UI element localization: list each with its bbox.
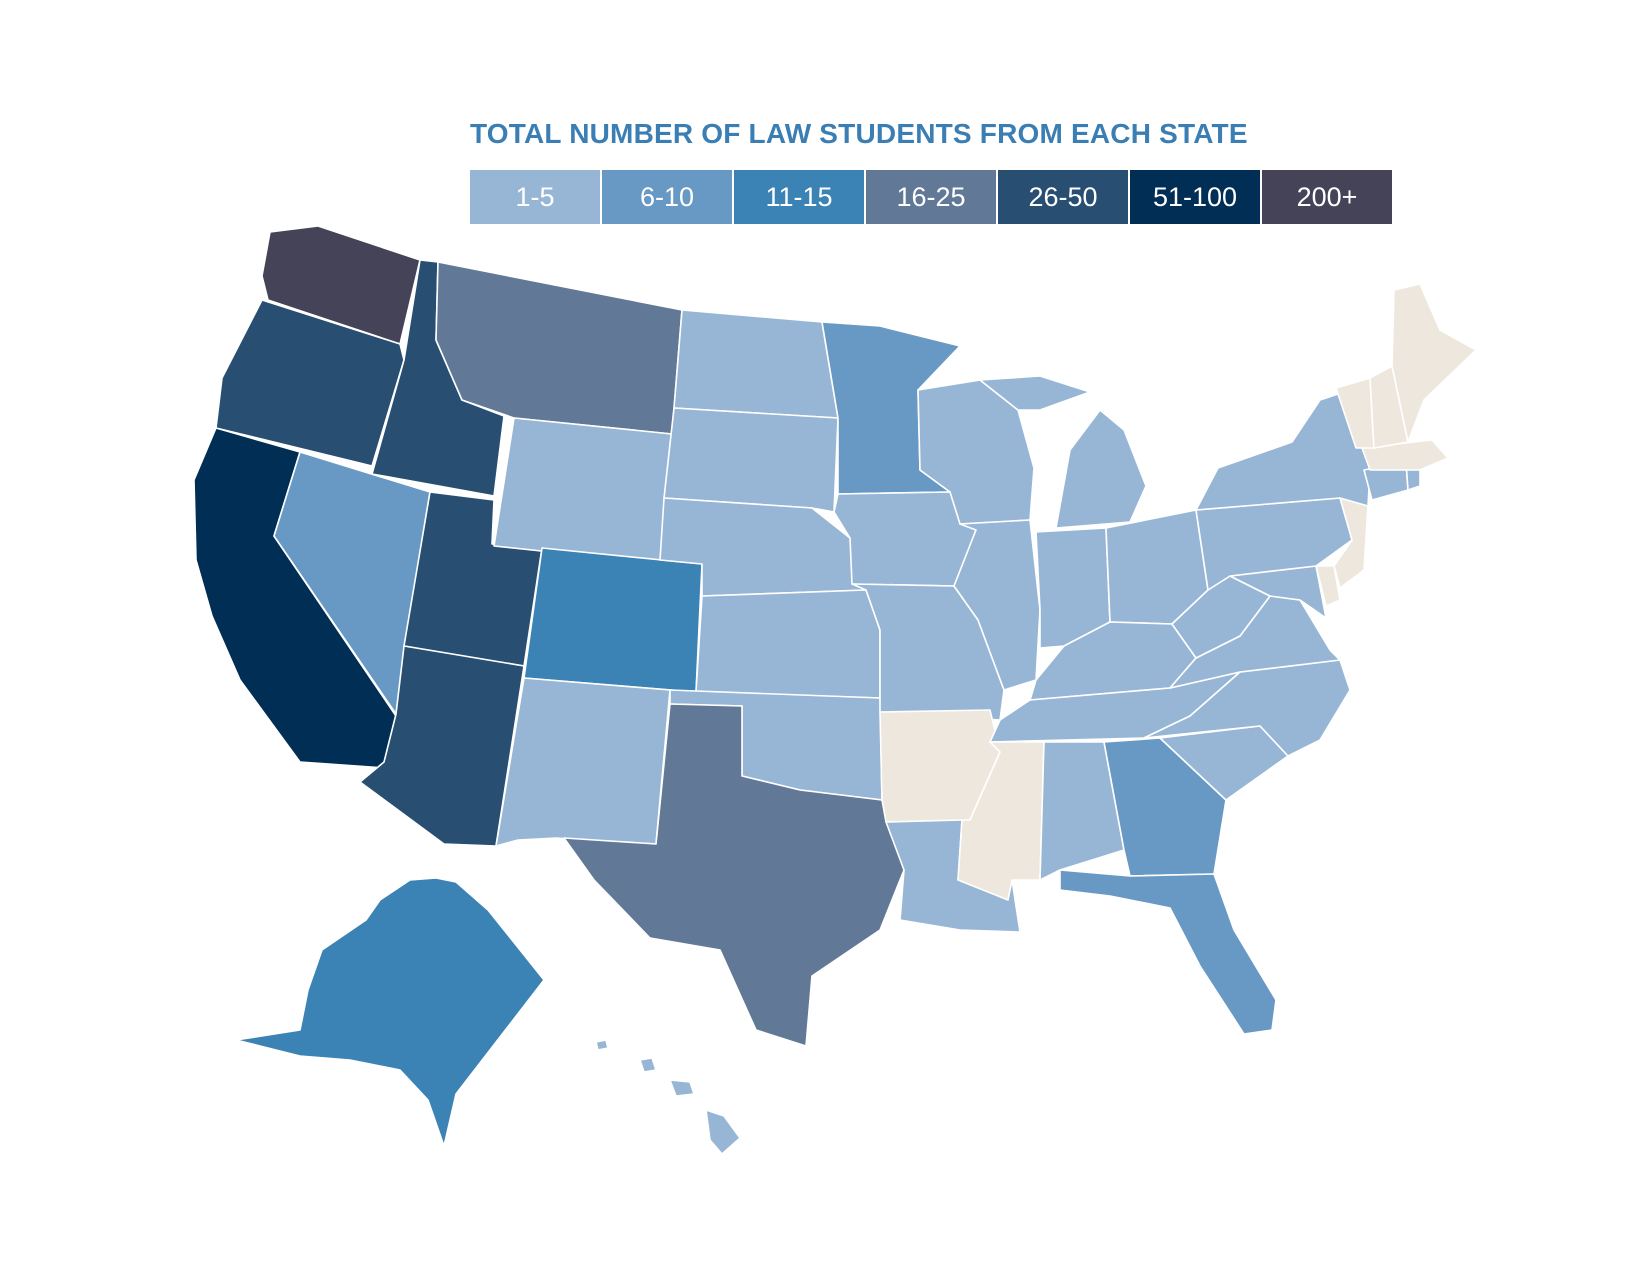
state-florida[interactable] xyxy=(1059,869,1277,1035)
state-alaska[interactable] xyxy=(235,877,545,1147)
state-arizona[interactable] xyxy=(359,645,525,847)
state-south-dakota[interactable] xyxy=(663,407,839,513)
state-hawaii[interactable] xyxy=(595,1039,741,1155)
state-kansas[interactable] xyxy=(695,589,881,699)
state-north-dakota[interactable] xyxy=(673,309,839,419)
legend-item-1-5: 1-5 xyxy=(470,170,600,224)
state-alabama[interactable] xyxy=(1039,741,1125,881)
map-title: TOTAL NUMBER OF LAW STUDENTS FROM EACH S… xyxy=(470,118,1248,149)
state-maine[interactable] xyxy=(1391,283,1477,443)
state-colorado[interactable] xyxy=(523,547,703,693)
state-illinois[interactable] xyxy=(953,519,1041,691)
state-massachusetts[interactable] xyxy=(1361,439,1449,471)
state-wyoming[interactable] xyxy=(493,417,673,565)
legend: 1-5 6-10 11-15 16-25 26-50 51-100 200+ xyxy=(470,170,1392,224)
state-delaware[interactable] xyxy=(1315,565,1341,607)
legend-item-11-15: 11-15 xyxy=(734,170,864,224)
state-oregon[interactable] xyxy=(215,299,405,467)
state-texas[interactable] xyxy=(563,703,905,1047)
legend-item-26-50: 26-50 xyxy=(998,170,1128,224)
legend-item-200-plus: 200+ xyxy=(1262,170,1392,224)
state-north-carolina[interactable] xyxy=(1143,659,1351,757)
state-new-mexico[interactable] xyxy=(495,677,671,847)
state-michigan[interactable] xyxy=(979,375,1147,529)
legend-item-16-25: 16-25 xyxy=(866,170,996,224)
legend-item-6-10: 6-10 xyxy=(602,170,732,224)
legend-item-51-100: 51-100 xyxy=(1130,170,1260,224)
